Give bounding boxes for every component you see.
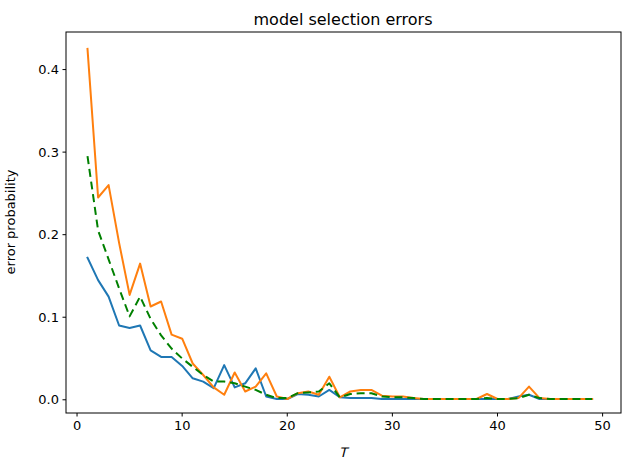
y-axis-label: error probability bbox=[3, 169, 18, 274]
y-tick-label: 0.3 bbox=[38, 145, 59, 160]
y-tick-label: 0.0 bbox=[38, 392, 59, 407]
x-tick-label: 20 bbox=[279, 418, 296, 433]
plot-frame bbox=[66, 32, 621, 413]
figure: 0 10 20 30 40 50 0.0 0.1 0.2 0.3 0.4 model selecti… bbox=[0, 0, 630, 470]
green-dashed-series-line bbox=[88, 156, 593, 399]
chart-svg: 0 10 20 30 40 50 0.0 0.1 0.2 0.3 0.4 model selecti… bbox=[0, 0, 630, 470]
x-tick-label: 0 bbox=[73, 418, 81, 433]
x-axis-ticks: 0 10 20 30 40 50 bbox=[73, 413, 611, 433]
y-tick-label: 0.2 bbox=[38, 227, 59, 242]
y-tick-label: 0.1 bbox=[38, 310, 59, 325]
y-tick-label: 0.4 bbox=[38, 62, 59, 77]
chart-dynamic-layer: 0 10 20 30 40 50 0.0 0.1 0.2 0.3 0.4 bbox=[38, 32, 621, 433]
x-tick-label: 30 bbox=[384, 418, 401, 433]
x-tick-label: 40 bbox=[489, 418, 506, 433]
blue-series-line bbox=[88, 258, 593, 399]
x-axis-label: T bbox=[339, 445, 350, 460]
chart-title: model selection errors bbox=[254, 10, 433, 29]
y-axis-ticks: 0.0 0.1 0.2 0.3 0.4 bbox=[38, 62, 66, 407]
x-tick-label: 50 bbox=[594, 418, 611, 433]
x-tick-label: 10 bbox=[174, 418, 191, 433]
orange-series-line bbox=[88, 49, 593, 399]
